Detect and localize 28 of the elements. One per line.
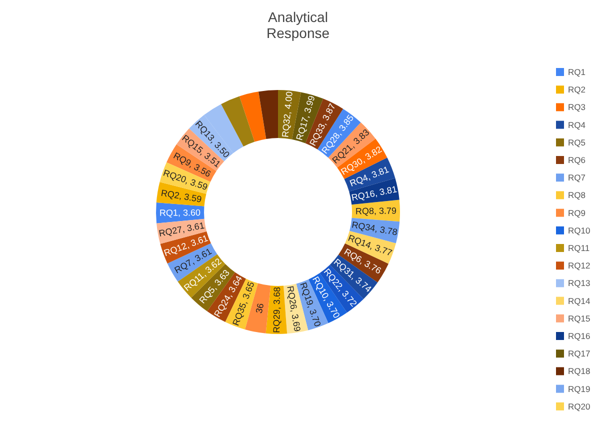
- legend-label: RQ17: [568, 348, 590, 359]
- legend-label: RQ3: [568, 102, 586, 112]
- data-label: RQ26, 3.69: [285, 285, 302, 332]
- data-label: RQ2, 3.59: [160, 188, 202, 204]
- legend-label: RQ6: [568, 155, 586, 165]
- data-label: RQ8, 3.79: [355, 206, 397, 216]
- legend-label: RQ12: [568, 260, 590, 271]
- legend-label: RQ4: [568, 120, 586, 130]
- data-label: RQ32, 4.00: [280, 91, 294, 138]
- legend-label: RQ18: [568, 366, 590, 376]
- data-label: RQ1, 3.60: [159, 208, 201, 218]
- legend-label: RQ11: [568, 243, 590, 253]
- chart-title: Analytical Response: [266, 9, 330, 41]
- slice-label: 36: [254, 302, 266, 314]
- legend-label: RQ20: [568, 401, 590, 412]
- legend-label: RQ10: [568, 225, 590, 236]
- data-label: RQ29, 3.68: [271, 286, 282, 334]
- legend-label: RQ14: [568, 296, 590, 306]
- legend-label: RQ15: [568, 313, 590, 324]
- legend-label: RQ1: [568, 67, 586, 77]
- legend-label: RQ16: [568, 331, 590, 341]
- legend-label: RQ13: [568, 278, 590, 288]
- legend-label: RQ5: [568, 137, 586, 148]
- legend-label: RQ8: [568, 190, 586, 200]
- legend-label: RQ2: [568, 84, 586, 95]
- legend-label: RQ7: [568, 172, 586, 183]
- legend-label: RQ19: [568, 384, 590, 394]
- legend-label: RQ9: [568, 208, 586, 218]
